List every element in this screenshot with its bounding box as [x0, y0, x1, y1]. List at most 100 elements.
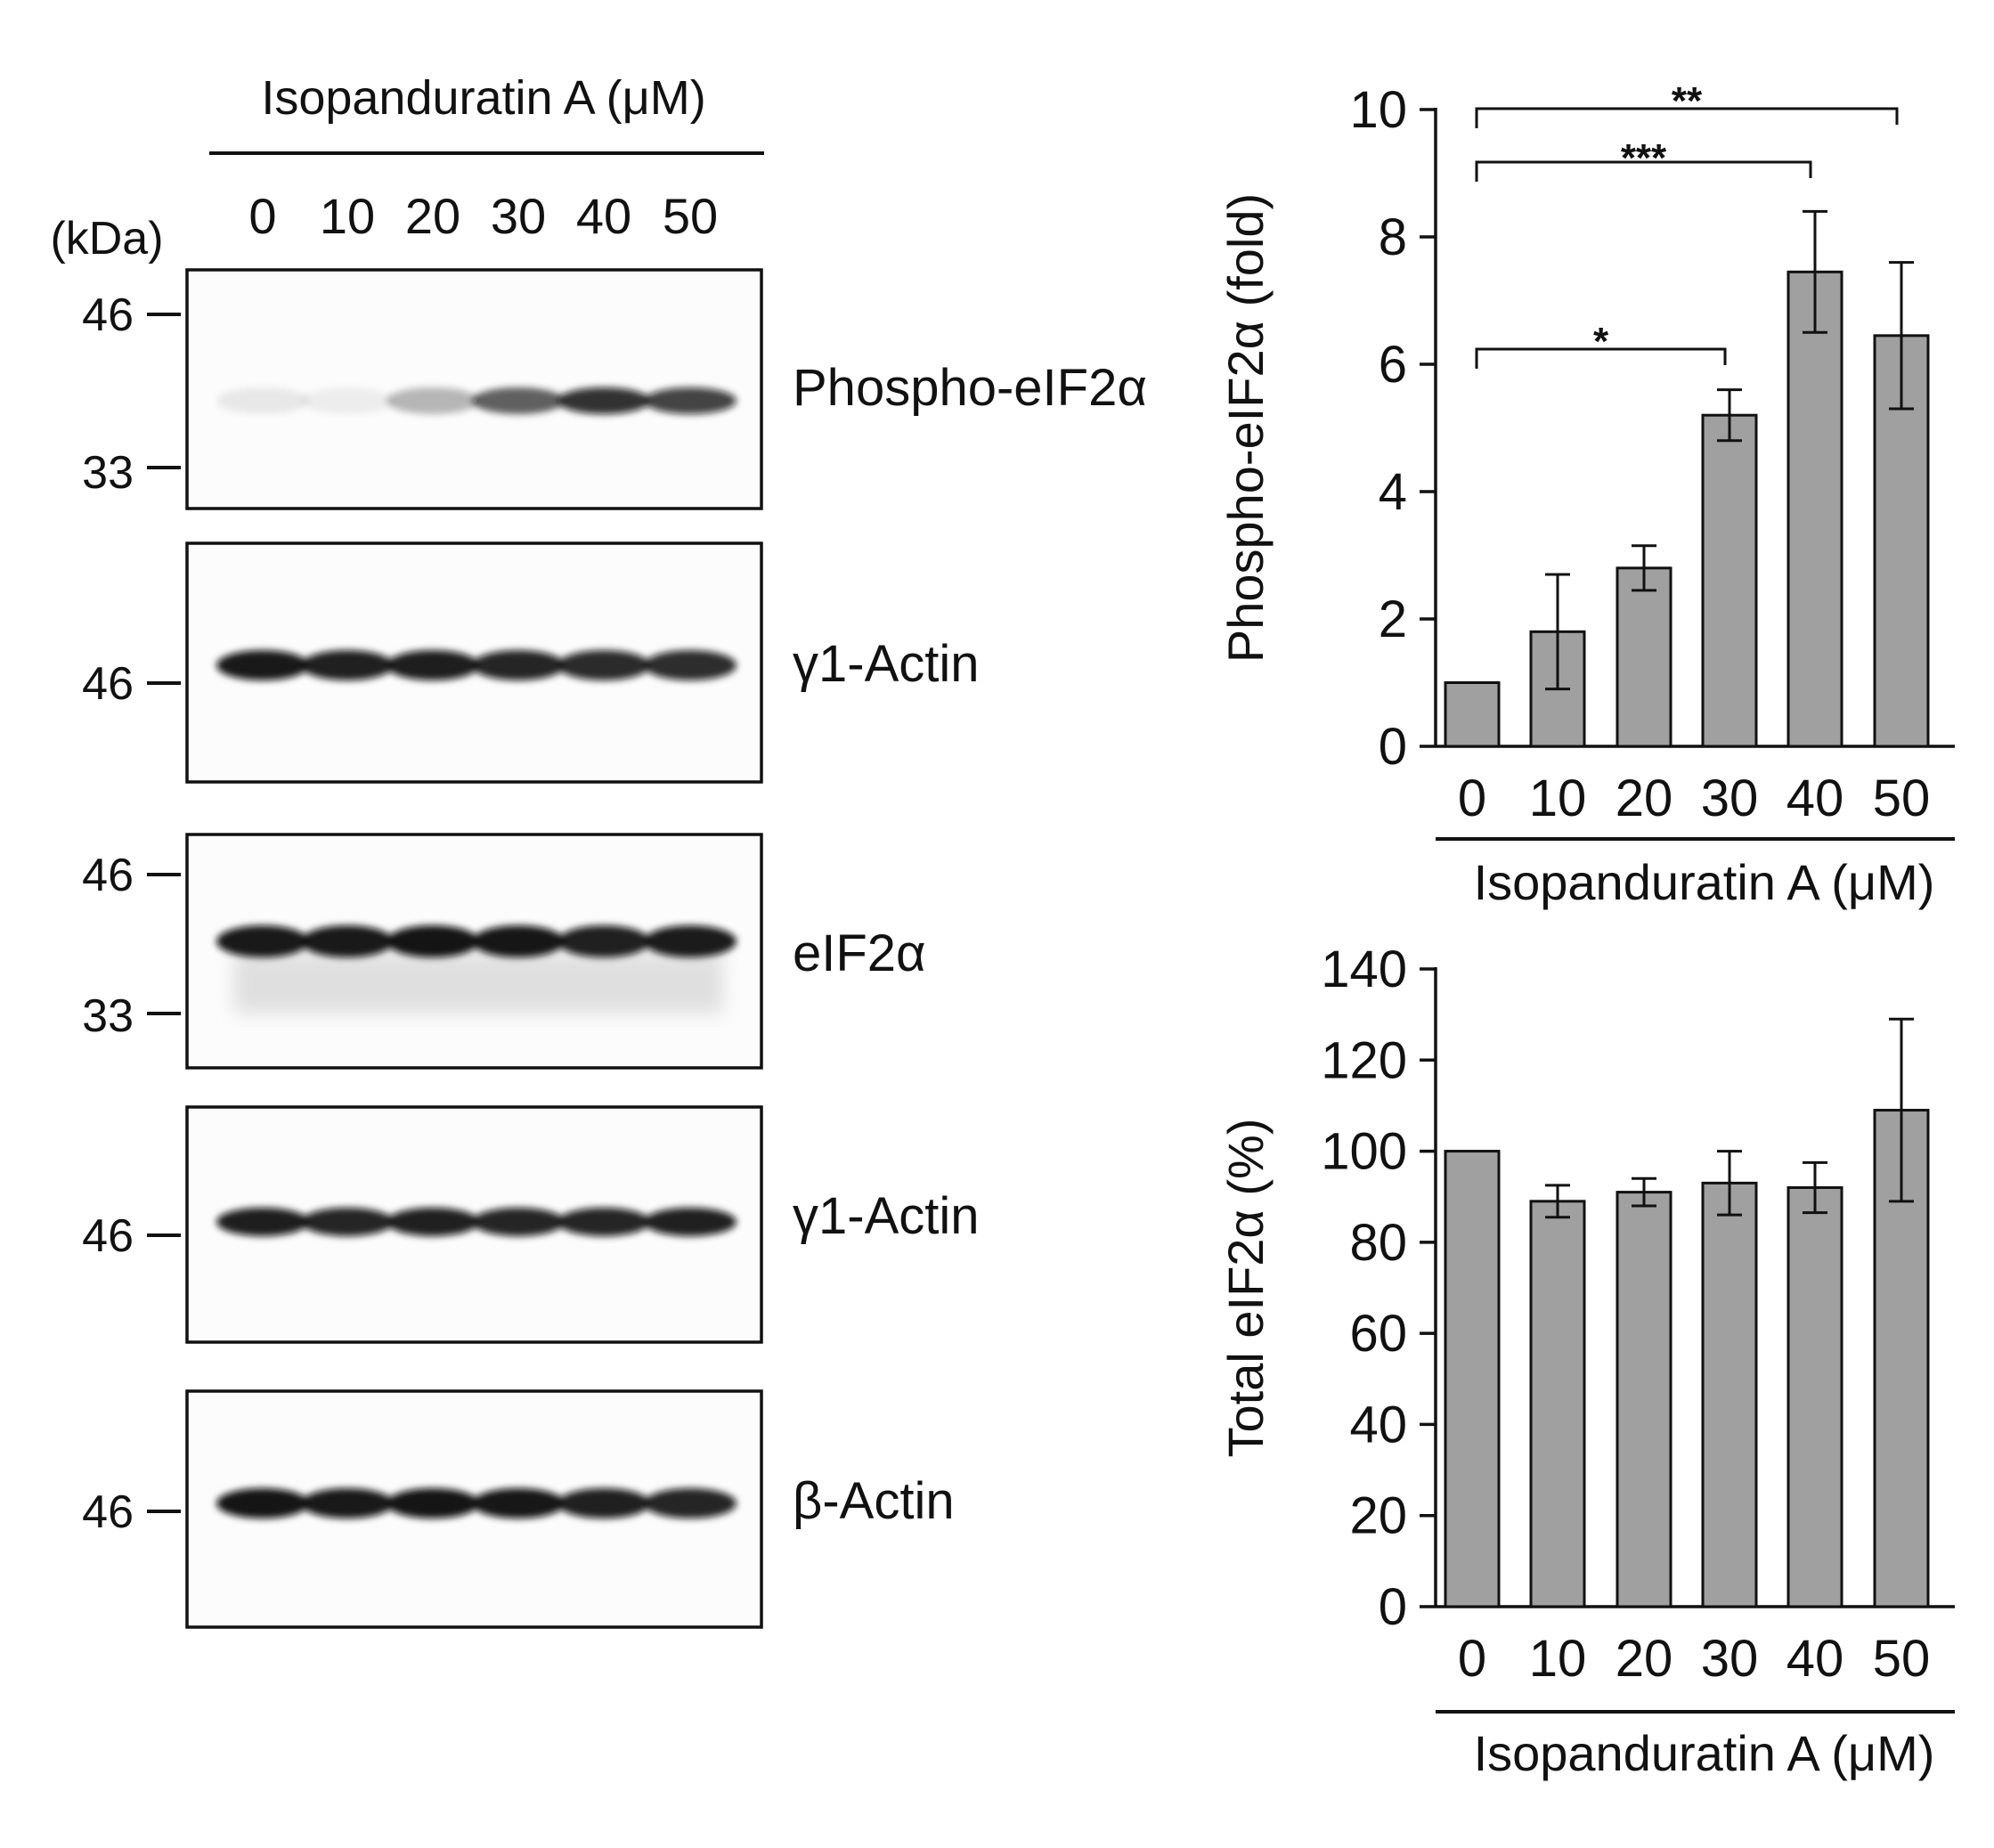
x-tick-label: 30 [1701, 769, 1759, 827]
bar [1701, 1181, 1758, 1608]
blot-band [216, 925, 309, 957]
blot-band [558, 1488, 650, 1518]
band-group [216, 650, 737, 680]
bar [1616, 566, 1673, 748]
mw-marker-label: 46 [82, 289, 134, 341]
lane-label: 30 [491, 188, 546, 244]
blot-band [472, 387, 565, 414]
bar [1701, 413, 1758, 748]
y-tick-label: 120 [1321, 1031, 1407, 1089]
x-tick-label: 20 [1616, 1630, 1673, 1688]
blot-phospho-eif2a: 46 33 Phospho-eIF2α [82, 268, 1147, 510]
lane-label: 40 [576, 188, 631, 244]
lane-label: 50 [663, 188, 718, 244]
protein-label: eIF2α [793, 924, 926, 982]
band-group [216, 387, 737, 414]
y-tick-label: 4 [1379, 463, 1407, 521]
band-group [216, 1208, 737, 1236]
blot-band [216, 1208, 309, 1236]
blot-band [216, 387, 309, 414]
bar [1444, 1150, 1501, 1608]
mw-marker-label: 46 [82, 1210, 134, 1262]
blot-gamma1-actin-b: 46 γ1-Actin [82, 1105, 980, 1344]
lane-label: 20 [405, 188, 460, 244]
bar [1616, 1191, 1673, 1608]
mw-marker-label: 33 [82, 447, 134, 499]
y-tick-label: 10 [1349, 81, 1407, 139]
lane-labels: 0 10 20 30 40 50 [248, 188, 718, 244]
y-tick-label: 100 [1321, 1123, 1407, 1181]
x-tick-label: 10 [1529, 1630, 1587, 1688]
y-axis-label: Phospho-eIF2α (fold) [1217, 193, 1274, 663]
significance-bracket [1475, 347, 1727, 369]
bar [1444, 681, 1501, 748]
blot-eif2a: 46 33 eIF2α [82, 833, 926, 1070]
western-blot-panel: Isopanduratin A (μM) 0 10 20 30 40 50 (k… [50, 71, 1147, 1629]
mw-unit-label: (kDa) [50, 213, 163, 265]
x-tick-label: 40 [1786, 1630, 1844, 1688]
protein-label: γ1-Actin [793, 635, 980, 693]
blot-band [644, 387, 737, 414]
blot-band [472, 925, 565, 957]
blot-band [472, 650, 565, 680]
x-axis-label: Isopanduratin A (μM) [1474, 1725, 1935, 1781]
significance-label: * [1593, 320, 1609, 363]
protein-label: Phospho-eIF2α [793, 359, 1147, 417]
x-tick-label: 0 [1458, 769, 1486, 827]
blot-band [216, 650, 309, 680]
y-tick-label: 0 [1379, 718, 1407, 776]
blot-gamma1-actin-a: 46 γ1-Actin [82, 541, 980, 784]
blot-band [301, 650, 394, 680]
blot-band [301, 1488, 394, 1518]
blot-band [644, 650, 737, 680]
y-tick-label: 2 [1379, 590, 1407, 648]
blot-band [644, 925, 737, 957]
blot-band [558, 925, 650, 957]
bar [1529, 1200, 1586, 1608]
significance-label: *** [1621, 136, 1667, 180]
y-tick-label: 20 [1349, 1487, 1407, 1545]
blot-beta-actin: 46 β-Actin [82, 1389, 955, 1629]
y-tick-label: 140 [1321, 940, 1407, 998]
blot-band [387, 925, 479, 957]
x-tick-label: 40 [1786, 769, 1844, 827]
significance-label: ** [1672, 79, 1703, 123]
y-tick-label: 0 [1379, 1578, 1407, 1636]
total-eif2a-bar-chart: 0 20 40 60 80 100 120 140 Total eIF2α (%) 0 10 20 30… [1217, 940, 1955, 1781]
mw-marker-label: 33 [82, 990, 134, 1042]
blot-band [301, 1208, 394, 1236]
bar [1786, 1185, 1843, 1608]
blot-band [301, 387, 394, 414]
mw-marker-label: 46 [82, 1486, 134, 1538]
blot-treatment-label: Isopanduratin A (μM) [261, 71, 705, 125]
band-group [216, 925, 737, 957]
x-tick-label: 50 [1873, 769, 1931, 827]
blot-band [558, 1208, 650, 1236]
blot-band [472, 1208, 565, 1236]
band-group [216, 1488, 737, 1518]
x-tick-label: 20 [1616, 769, 1673, 827]
protein-label: γ1-Actin [793, 1187, 980, 1245]
protein-label: β-Actin [793, 1472, 955, 1530]
x-tick-label: 30 [1701, 1630, 1759, 1688]
blot-band [644, 1208, 737, 1236]
y-tick-label: 80 [1349, 1214, 1407, 1272]
blot-band [387, 387, 479, 414]
blot-band [301, 925, 394, 957]
blot-band [216, 1488, 309, 1518]
blot-band [472, 1488, 565, 1518]
phospho-eif2a-bar-chart: 0 2 4 6 8 10 Phospho-eIF2α (fold) 0 10 20 30 40 50 Is… [1217, 79, 1955, 910]
lane-label: 10 [320, 188, 375, 244]
blot-band [558, 650, 650, 680]
significance-bracket [1475, 160, 1812, 182]
y-tick-label: 60 [1349, 1305, 1407, 1363]
x-tick-label: 10 [1529, 769, 1587, 827]
y-axis-label: Total eIF2α (%) [1217, 1119, 1274, 1458]
blot-band [387, 1488, 479, 1518]
blot-band [558, 387, 650, 414]
mw-marker-label: 46 [82, 658, 134, 710]
x-tick-label: 0 [1458, 1630, 1486, 1688]
y-tick-label: 40 [1349, 1396, 1407, 1453]
x-tick-label: 50 [1873, 1630, 1931, 1688]
